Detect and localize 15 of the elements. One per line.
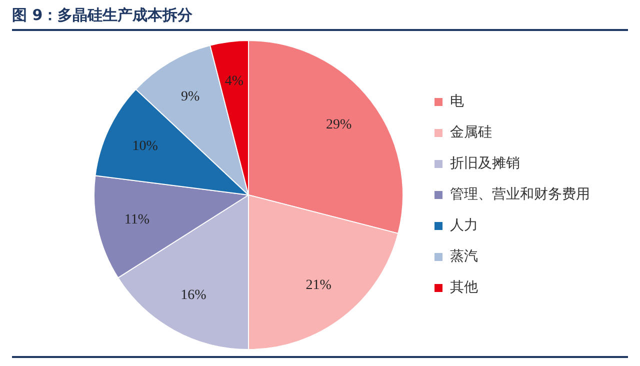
data-label: 10%	[132, 138, 158, 154]
legend-label: 电	[450, 94, 464, 110]
data-label: 11%	[124, 212, 150, 228]
legend-label: 人力	[450, 218, 478, 234]
data-label: 21%	[306, 278, 332, 294]
data-label: 29%	[326, 118, 352, 133]
legend-label: 金属硅	[450, 124, 492, 141]
legend-label: 其他	[450, 280, 478, 296]
legend-label: 蒸汽	[450, 248, 478, 265]
legend-label: 折旧及摊销	[450, 156, 520, 172]
data-label: 16%	[180, 288, 207, 303]
legend-label: 管理、营业和财务费用	[450, 186, 590, 203]
data-label: 9%	[180, 89, 200, 104]
chart-title: 图 9：多晶硅生产成本拆分	[12, 6, 628, 31]
data-label: 4%	[224, 74, 244, 90]
